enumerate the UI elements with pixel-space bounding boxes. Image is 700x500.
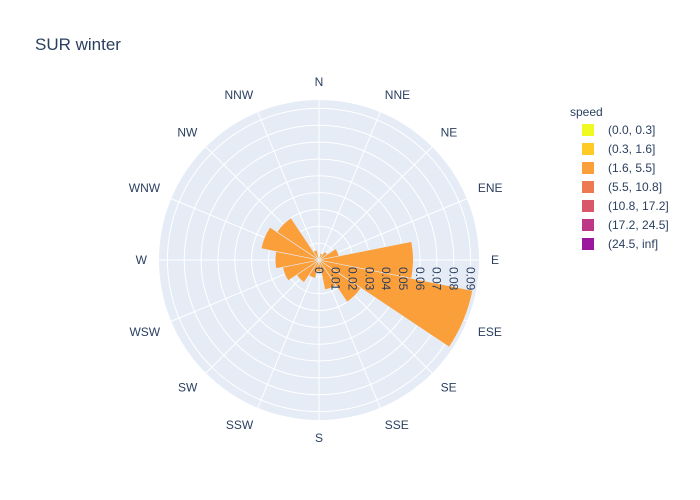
direction-label-wnw: WNW xyxy=(129,181,161,195)
radial-tick-label: 0.05 xyxy=(396,267,410,291)
direction-label-nnw: NNW xyxy=(225,88,254,102)
legend: speed (0.0, 0.3] (0.3, 1.6] (1.6, 5.5] (5.5… xyxy=(570,105,669,251)
legend-item-label: (17.2, 24.5] xyxy=(608,218,669,232)
bar-sse xyxy=(318,259,337,291)
direction-label-sw: SW xyxy=(178,381,198,395)
radial-tick-label: 0.08 xyxy=(447,267,461,291)
angular-gridline-ssw xyxy=(257,259,320,409)
radial-tick-label: 0.04 xyxy=(379,267,393,291)
direction-label-nne: NNE xyxy=(385,88,410,102)
direction-label-w: W xyxy=(136,253,148,267)
legend-item-label: (0.0, 0.3] xyxy=(608,123,655,137)
legend-swatch xyxy=(582,181,594,193)
legend-swatch xyxy=(582,238,594,250)
radial-tick-label: 0.02 xyxy=(346,267,360,291)
angular-gridline-ne xyxy=(318,146,433,261)
direction-label-ne: NE xyxy=(441,125,458,139)
legend-item-label: (24.5, inf] xyxy=(608,237,658,251)
direction-label-ene: ENE xyxy=(478,181,503,195)
direction-label-ssw: SSW xyxy=(226,418,254,432)
legend-item-label: (5.5, 10.8] xyxy=(608,180,662,194)
legend-title: speed xyxy=(570,105,603,119)
legend-swatch xyxy=(582,219,594,231)
direction-label-e: E xyxy=(491,253,499,267)
radial-tick-label: 0.01 xyxy=(329,267,343,291)
legend-swatch xyxy=(582,200,594,212)
direction-label-se: SE xyxy=(441,381,457,395)
radial-tick-label: 0 xyxy=(312,267,326,274)
direction-label-s: S xyxy=(315,431,323,445)
legend-item-label: (10.8, 17.2] xyxy=(608,199,669,213)
direction-label-ese: ESE xyxy=(478,325,502,339)
radial-tick-label: 0.06 xyxy=(413,267,427,291)
legend-swatch xyxy=(582,162,594,174)
bar-wnw xyxy=(260,226,320,261)
legend-swatch xyxy=(582,143,594,155)
direction-label-nw: NW xyxy=(177,125,198,139)
legend-item-label: (1.6, 5.5] xyxy=(608,161,655,175)
radial-tick-label: 0.03 xyxy=(362,267,376,291)
bar-nnw xyxy=(312,249,320,261)
legend-swatch xyxy=(582,124,594,136)
angular-gridline-ene xyxy=(318,198,468,261)
bar-se xyxy=(318,259,362,303)
direction-label-wsw: WSW xyxy=(129,325,160,339)
direction-label-n: N xyxy=(315,75,324,89)
direction-label-sse: SSE xyxy=(385,418,409,432)
bar-nw xyxy=(276,217,320,261)
radial-tick-label: 0.09 xyxy=(463,267,477,291)
angular-gridline-nne xyxy=(318,111,381,261)
bar-ese xyxy=(318,259,473,348)
legend-item-label: (0.3, 1.6] xyxy=(608,142,655,156)
chart-title: SUR winter xyxy=(35,35,121,54)
radial-tick-label: 0.07 xyxy=(430,267,444,291)
angular-gridline-nnw xyxy=(257,111,320,261)
